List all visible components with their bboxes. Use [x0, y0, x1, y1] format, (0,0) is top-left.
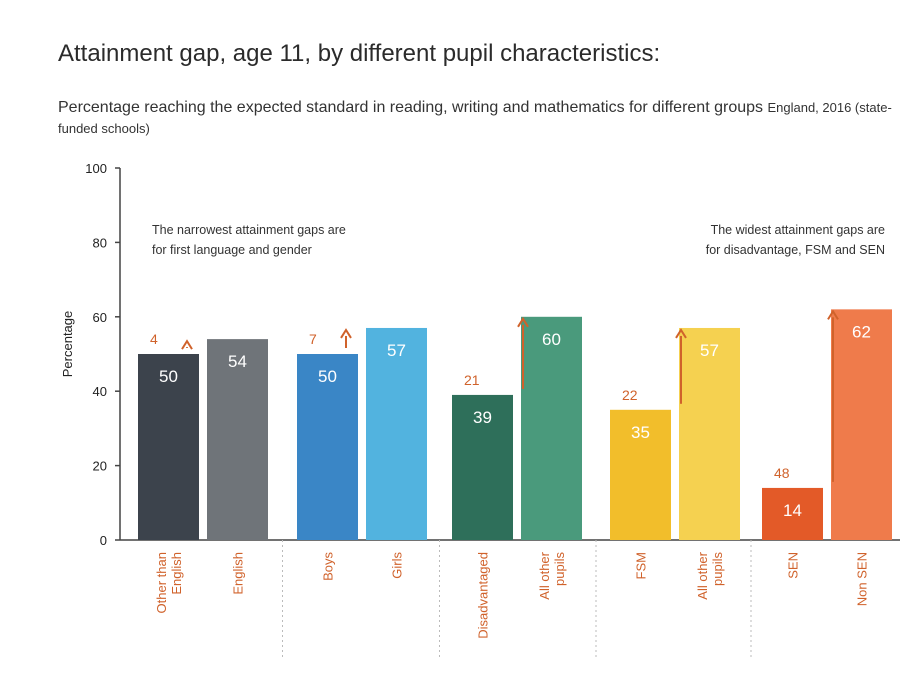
- annotation-right-line2: for disadvantage, FSM and SEN: [706, 243, 885, 257]
- annotation-left-line1: The narrowest attainment gaps are: [152, 223, 346, 237]
- category-label: pupils: [710, 552, 725, 586]
- y-tick-label: 80: [93, 235, 107, 250]
- gap-arrow-head: [675, 328, 687, 339]
- category-label: Non SEN: [855, 552, 870, 606]
- bar: [610, 409, 671, 540]
- bar-value-label: 50: [159, 367, 178, 386]
- annotation-left-line2: for first language and gender: [152, 243, 312, 257]
- category-label: Girls: [390, 552, 405, 579]
- bar-value-label: 57: [387, 341, 406, 360]
- bar: [207, 339, 268, 540]
- annotations: The narrowest attainment gaps are for fi…: [152, 223, 885, 257]
- group-separators: [282, 540, 752, 660]
- bar-value-label: 39: [473, 408, 492, 427]
- bar-value-label: 54: [228, 352, 247, 371]
- bar-value-label: 35: [631, 423, 650, 442]
- gap-arrow-head: [181, 339, 193, 350]
- bar: [762, 487, 823, 540]
- bar-value-label: 14: [783, 501, 802, 520]
- category-label: All other: [695, 551, 710, 599]
- gap-arrow-head: [517, 316, 529, 328]
- bar-value-label: 50: [318, 367, 337, 386]
- bar-value-label: 62: [852, 322, 871, 341]
- category-label: English: [169, 552, 184, 595]
- bar: [521, 316, 582, 540]
- subtitle-main: Percentage reaching the expected standar…: [58, 99, 764, 116]
- y-tick-label: 100: [85, 161, 107, 176]
- y-tick-label: 20: [93, 459, 107, 474]
- category-label: All other: [537, 551, 552, 599]
- gap-value-label: 21: [464, 372, 480, 388]
- gap-value-label: 7: [309, 331, 317, 347]
- y-axis-label: Percentage: [60, 311, 75, 378]
- category-label: SEN: [786, 552, 801, 579]
- bar: [452, 394, 513, 540]
- chart-title: Attainment gap, age 11, by different pup…: [58, 40, 661, 67]
- y-tick-label: 40: [93, 384, 107, 399]
- bar-value-label: 60: [542, 330, 561, 349]
- y-tick-label: 0: [100, 533, 107, 548]
- category-label: FSM: [634, 552, 649, 579]
- category-label: English: [231, 552, 246, 595]
- gap-value-label: 4: [150, 331, 158, 347]
- bar: [138, 354, 199, 540]
- category-label: pupils: [552, 552, 567, 586]
- category-label: Boys: [321, 552, 336, 581]
- category-label: Disadvantaged: [476, 552, 491, 639]
- category-label: Other than: [154, 552, 169, 613]
- bars: 50 54 4 50 57 7 39 60 21 35 57 22 14 62 48: [138, 309, 892, 540]
- y-tick-label: 60: [93, 310, 107, 325]
- gap-arrow-head: [827, 309, 839, 320]
- gap-arrow-head: [340, 328, 352, 339]
- gap-value-label: 22: [622, 387, 638, 403]
- bar: [831, 309, 892, 540]
- bar-value-label: 57: [700, 341, 719, 360]
- chart-subtitle: Percentage reaching the expected standar…: [58, 97, 908, 139]
- gap-value-label: 48: [774, 465, 790, 481]
- annotation-right-line1: The widest attainment gaps are: [711, 223, 885, 237]
- bar: [679, 327, 740, 540]
- bar: [297, 354, 358, 540]
- subtitle-source: England, 2016 (state-funded schools): [58, 100, 892, 136]
- category-labels: Other than English English Boys Girls Disadva…: [154, 551, 870, 638]
- bar: [366, 327, 427, 540]
